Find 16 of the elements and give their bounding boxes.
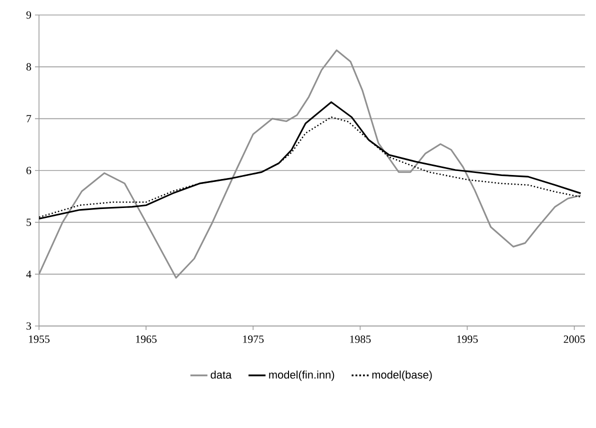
x-tick-label: 1995 (457, 336, 478, 343)
legend-label: data (210, 370, 232, 379)
y-tick-label: 4 (26, 270, 32, 278)
x-tick-label: 1965 (136, 336, 157, 343)
y-tick-label: 5 (26, 218, 32, 226)
x-tick-label: 1955 (29, 336, 50, 343)
y-tick-label: 8 (26, 63, 32, 71)
x-tick-label: 1985 (350, 336, 371, 343)
y-tick-label: 6 (26, 166, 32, 174)
y-tick-label: 9 (26, 11, 32, 19)
legend-label: model(fin.inn) (269, 370, 334, 381)
y-tick-label: 7 (26, 115, 32, 122)
x-tick-label: 2005 (564, 336, 585, 343)
legend-label: model(base) (372, 370, 432, 381)
y-tick-label: 3 (26, 322, 32, 330)
x-tick-label: 1975 (243, 336, 264, 343)
